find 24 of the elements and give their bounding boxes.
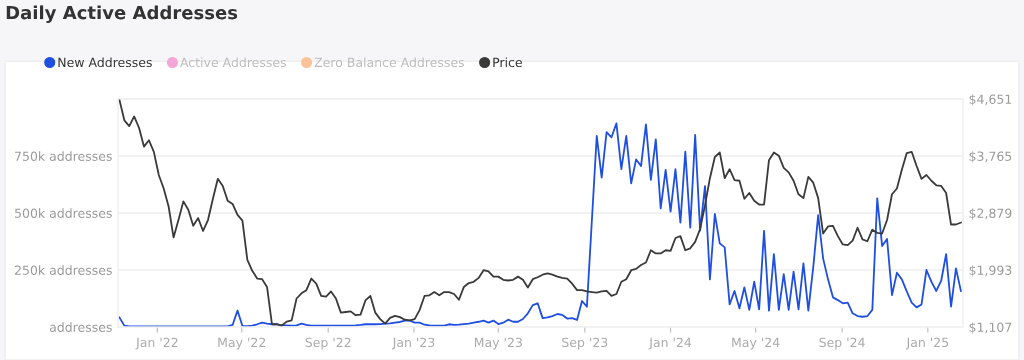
legend-label: Price [493,57,522,68]
y2-tick-label: $3,765 [969,151,1012,163]
x-tick-label: Jan '25 [905,337,949,350]
x-tick-label: May '24 [732,337,780,350]
x-tick-label: Sep '23 [562,337,608,350]
chart-title: Daily Active Addresses [6,5,238,24]
x-tick-label: Sep '22 [305,337,351,350]
x-tick-label: May '23 [474,337,522,350]
y-tick-label: addresses [49,322,112,332]
y2-tick-label: $4,651 [969,94,1012,106]
y-tick-label: 750k addresses [15,151,112,161]
y2-tick-label: $2,879 [969,208,1012,220]
x-tick-label: Sep '24 [819,337,865,350]
x-tick-label: Jan '24 [648,337,692,350]
legend-label: Active Addresses [180,57,286,68]
legend-label: New Addresses [58,57,152,68]
x-tick-label: Jan '23 [392,337,435,350]
y-tick-label: 250k addresses [14,265,112,275]
y-tick-label: 500k addresses [15,208,112,218]
x-tick-label: May '22 [218,337,266,350]
x-tick-label: Jan '22 [135,337,178,350]
y2-tick-label: $1,107 [969,322,1012,334]
y2-tick-label: $1,993 [969,265,1012,277]
legend-label: Zero Balance Addresses [314,57,465,68]
